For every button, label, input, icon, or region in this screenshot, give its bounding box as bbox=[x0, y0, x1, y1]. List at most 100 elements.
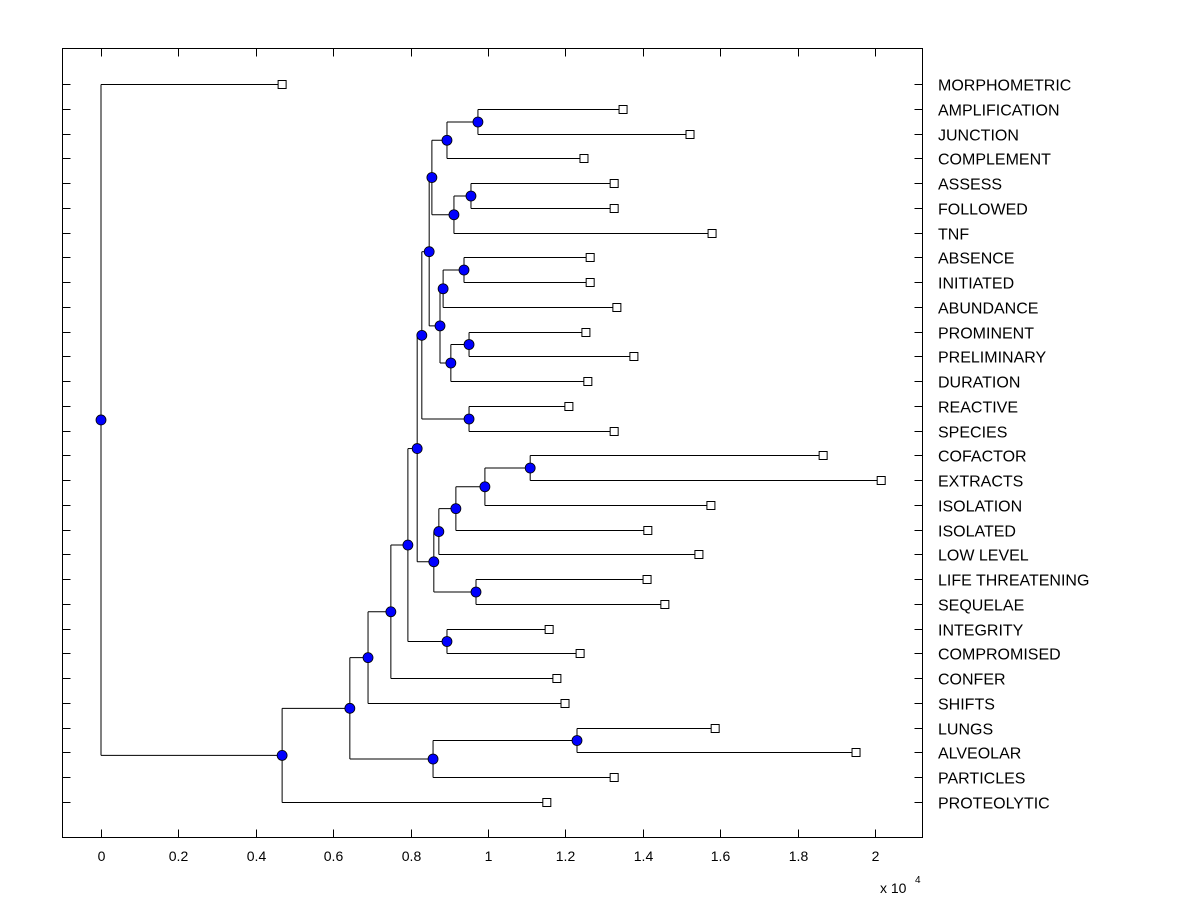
leaf-label: ABSENCE bbox=[938, 251, 1014, 268]
leaf-marker bbox=[552, 674, 562, 683]
x-tick-label: 0.6 bbox=[324, 848, 344, 864]
leaf-labels: MORPHOMETRIC AMPLIFICATION JUNCTION COMPLEM… bbox=[938, 78, 1089, 813]
leaf-label: CONFER bbox=[938, 672, 1006, 689]
leaf-label: COMPROMISED bbox=[938, 647, 1061, 664]
leaf-label: SHIFTS bbox=[938, 697, 995, 714]
x-tick-label: 1.2 bbox=[556, 848, 576, 864]
x-tick-label: 1 bbox=[485, 848, 493, 864]
leaf-label: ABUNDANCE bbox=[938, 301, 1038, 318]
node-marker bbox=[448, 209, 460, 221]
leaf-label: AMPLIFICATION bbox=[938, 103, 1060, 120]
leaf-label: COFACTOR bbox=[938, 449, 1027, 466]
leaf-label: DURATION bbox=[938, 375, 1020, 392]
x-tick-label: 2 bbox=[872, 848, 880, 864]
leaf-label: LUNGS bbox=[938, 722, 993, 739]
node-marker bbox=[411, 443, 423, 454]
node-marker bbox=[95, 414, 107, 426]
leaf-marker bbox=[609, 773, 619, 782]
node-marker bbox=[445, 357, 457, 369]
node-marker bbox=[434, 320, 446, 332]
node-marker bbox=[362, 652, 374, 664]
leaf-label: REACTIVE bbox=[938, 400, 1018, 417]
leaf-marker bbox=[876, 476, 886, 485]
node-marker bbox=[441, 636, 453, 647]
node-marker bbox=[416, 329, 428, 341]
node-marker bbox=[344, 702, 356, 714]
leaf-marker bbox=[579, 154, 589, 163]
dendrogram-links bbox=[100, 84, 882, 803]
leaf-label: LOW LEVEL bbox=[938, 548, 1029, 565]
node-marker bbox=[450, 503, 462, 515]
dendrogram-marks bbox=[95, 80, 886, 807]
x-tick-label: 1.8 bbox=[789, 848, 809, 864]
x-tick-label: 0.2 bbox=[169, 848, 189, 864]
leaf-marker bbox=[609, 179, 619, 188]
plot-frame bbox=[62, 48, 923, 838]
leaf-marker bbox=[685, 130, 695, 139]
leaf-label: INITIATED bbox=[938, 276, 1014, 293]
leaf-label: PROMINENT bbox=[938, 326, 1034, 343]
leaf-marker bbox=[660, 600, 670, 609]
leaf-label: TNF bbox=[938, 227, 969, 244]
leaf-label: PRELIMINARY bbox=[938, 350, 1047, 367]
leaf-label: ISOLATION bbox=[938, 499, 1022, 516]
x-multiplier-exponent: 4 bbox=[915, 875, 921, 886]
node-marker bbox=[433, 526, 445, 537]
leaf-marker bbox=[618, 105, 628, 114]
leaf-marker bbox=[609, 204, 619, 213]
node-marker bbox=[437, 283, 449, 295]
leaf-marker bbox=[643, 526, 653, 535]
leaf-marker bbox=[851, 748, 861, 757]
axis-ticks bbox=[62, 48, 923, 838]
leaf-marker bbox=[710, 724, 720, 733]
node-marker bbox=[571, 735, 583, 746]
node-marker bbox=[463, 413, 475, 425]
leaf-marker bbox=[707, 229, 717, 238]
x-tick-label: 0 bbox=[98, 848, 106, 864]
node-marker bbox=[428, 556, 440, 568]
leaf-label: LIFE THREATENING bbox=[938, 573, 1089, 590]
leaf-marker bbox=[612, 303, 622, 312]
leaf-marker bbox=[585, 253, 595, 262]
node-marker bbox=[427, 753, 439, 765]
leaf-marker bbox=[560, 699, 570, 708]
leaf-label: JUNCTION bbox=[938, 128, 1019, 145]
x-tick-label: 0.8 bbox=[402, 848, 422, 864]
leaf-label: EXTRACTS bbox=[938, 474, 1023, 491]
node-marker bbox=[276, 750, 288, 761]
node-marker bbox=[472, 116, 484, 128]
node-marker bbox=[402, 539, 414, 551]
leaf-label: COMPLEMENT bbox=[938, 152, 1051, 169]
node-marker bbox=[423, 246, 435, 258]
leaf-marker bbox=[583, 377, 593, 386]
leaf-label: FOLLOWED bbox=[938, 202, 1028, 219]
node-marker bbox=[441, 134, 453, 146]
node-marker bbox=[470, 586, 482, 598]
leaf-marker bbox=[818, 451, 828, 460]
node-marker bbox=[385, 606, 397, 618]
leaf-label: ISOLATED bbox=[938, 524, 1016, 541]
x-tick-label: 0.4 bbox=[247, 848, 267, 864]
leaf-marker bbox=[544, 625, 554, 634]
leaf-marker bbox=[694, 550, 704, 559]
leaf-label: ALVEOLAR bbox=[938, 746, 1021, 763]
leaf-label: PROTEOLYTIC bbox=[938, 796, 1050, 813]
node-marker bbox=[463, 339, 475, 350]
leaf-marker bbox=[609, 427, 619, 436]
leaf-marker bbox=[642, 575, 652, 584]
x-tick-label: 1.6 bbox=[711, 848, 731, 864]
leaf-marker bbox=[575, 649, 585, 658]
leaf-marker bbox=[706, 501, 716, 510]
leaf-marker bbox=[564, 402, 574, 411]
leaf-label: SEQUELAE bbox=[938, 598, 1024, 615]
leaf-label: PARTICLES bbox=[938, 771, 1025, 788]
leaf-label: MORPHOMETRIC bbox=[938, 78, 1071, 95]
node-marker bbox=[426, 172, 438, 183]
node-marker bbox=[458, 264, 470, 276]
leaf-marker bbox=[581, 328, 591, 337]
x-tick-label: 1.4 bbox=[634, 848, 654, 864]
leaf-marker bbox=[585, 278, 595, 287]
leaf-marker bbox=[542, 798, 552, 807]
leaf-label: ASSESS bbox=[938, 177, 1002, 194]
